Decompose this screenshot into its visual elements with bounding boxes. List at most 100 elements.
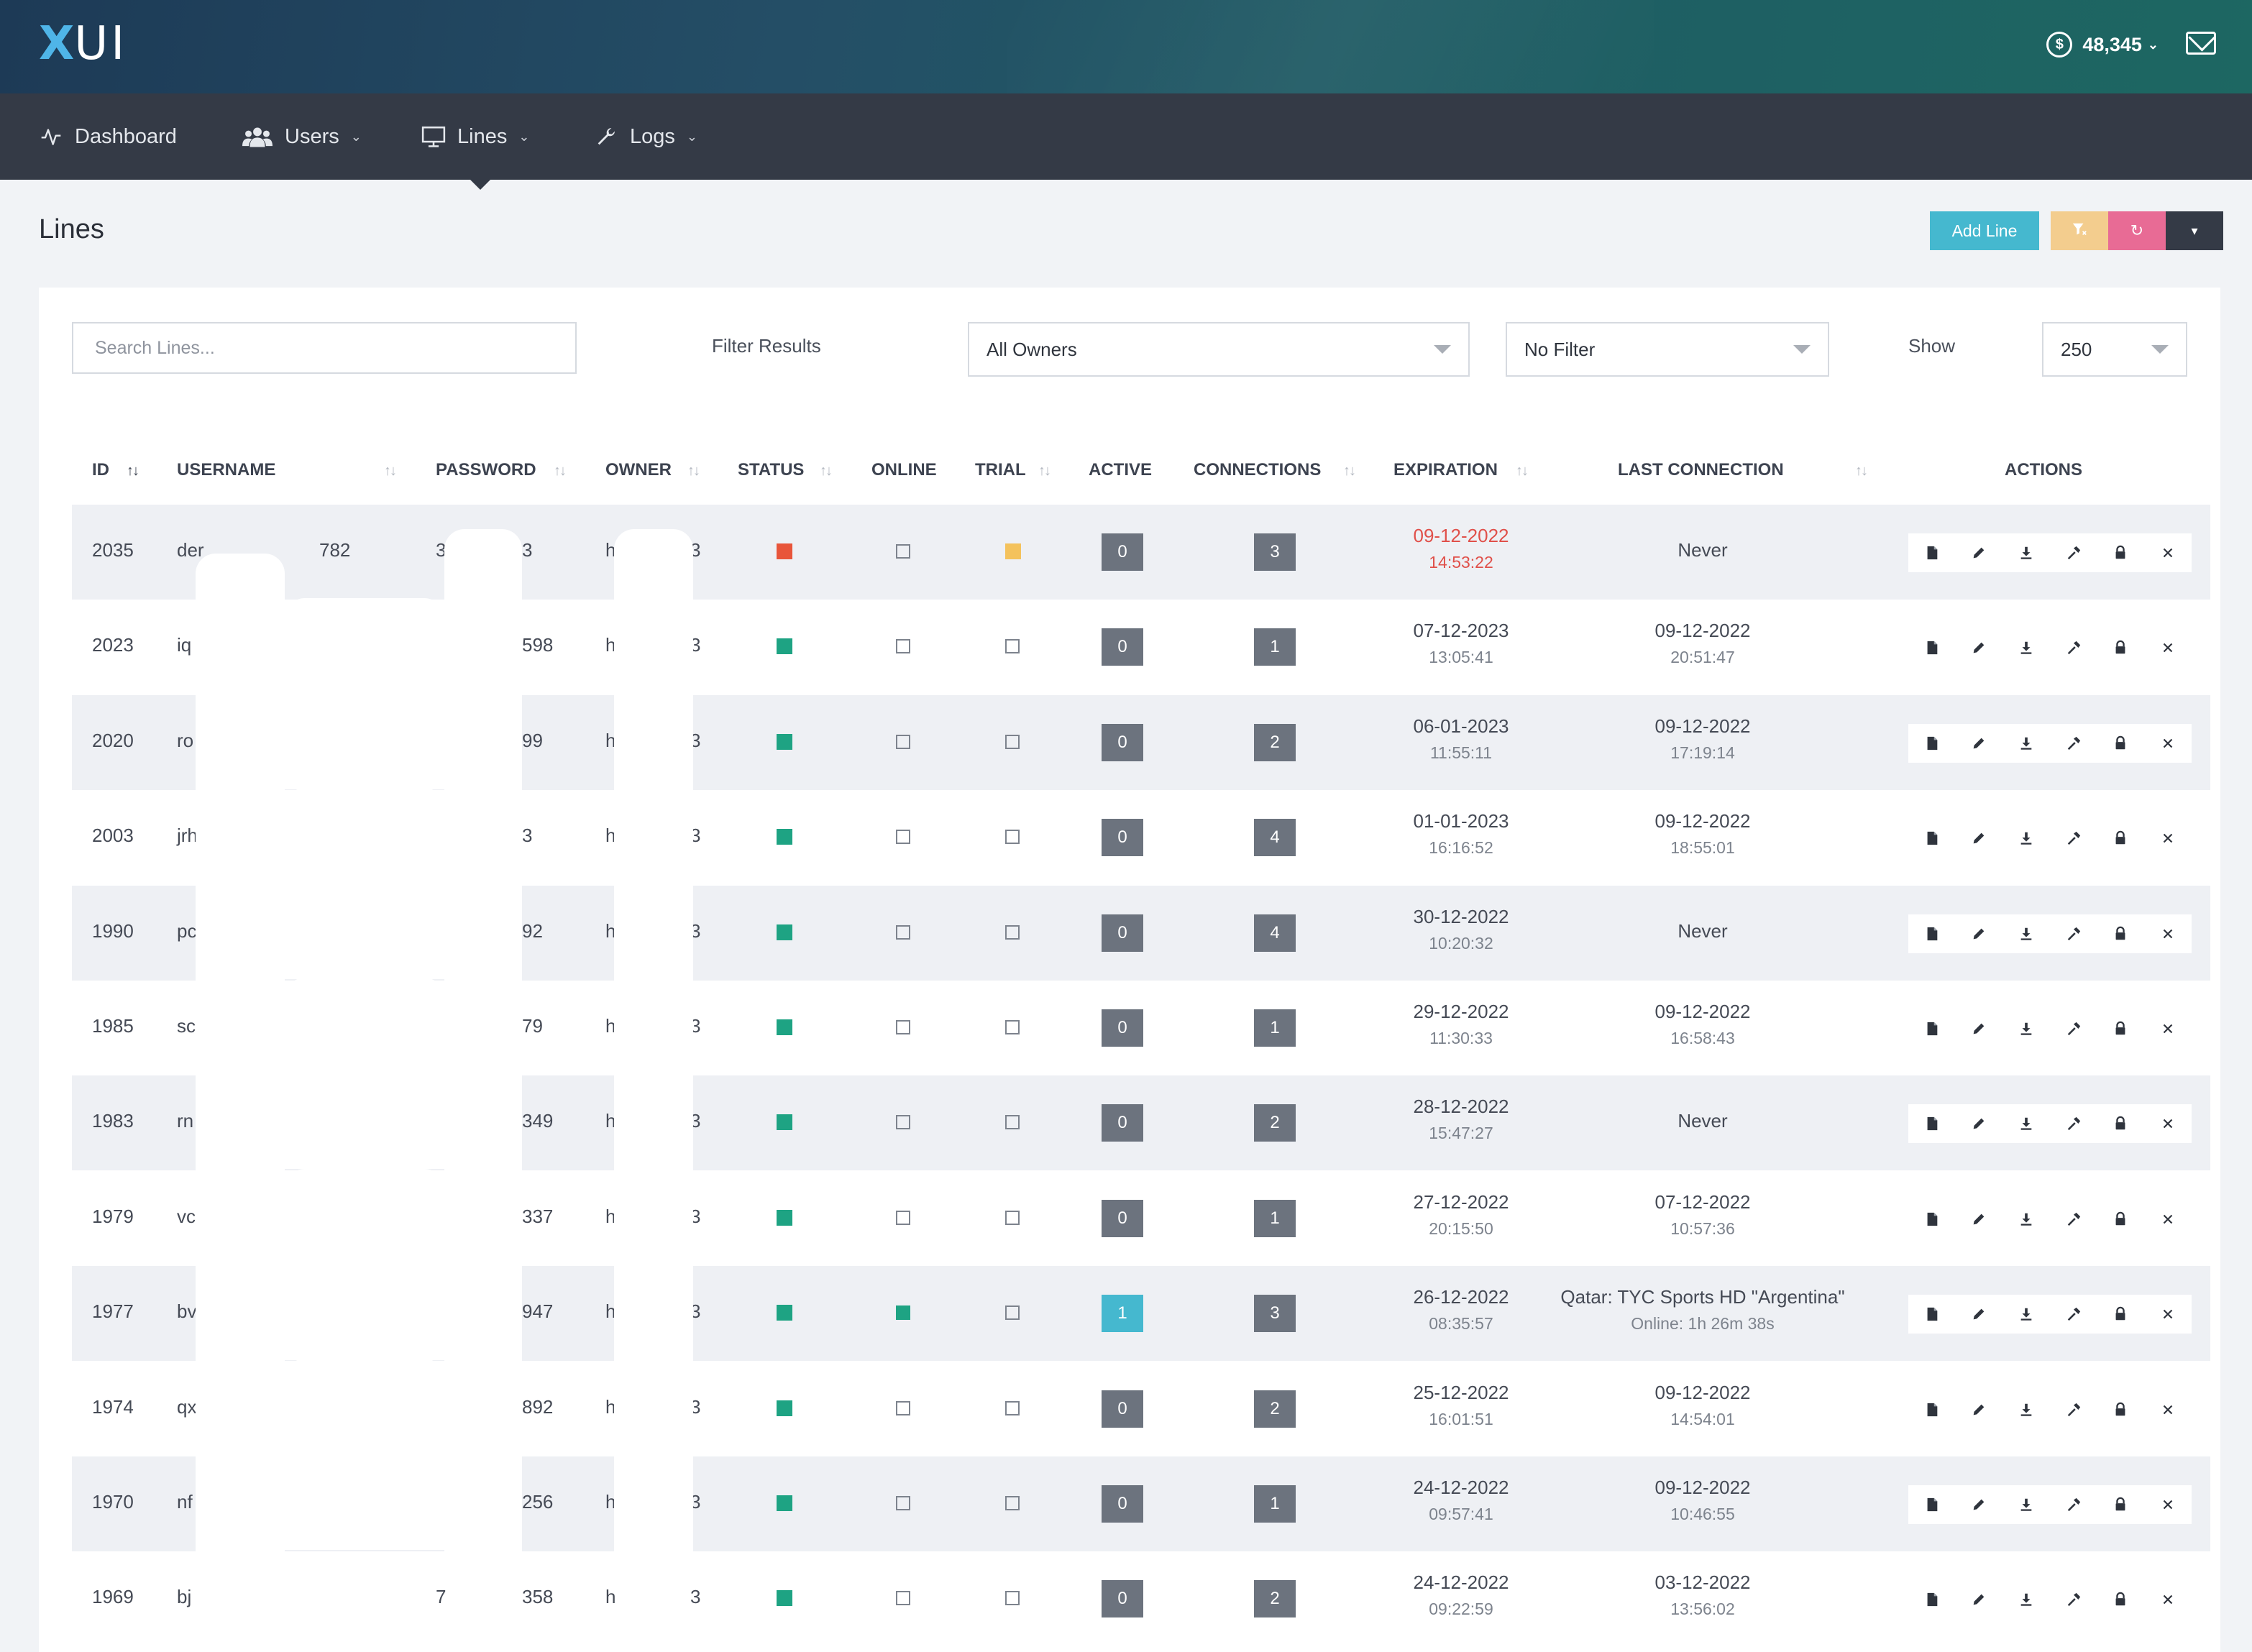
download-button[interactable] [2002,819,2050,858]
download-button[interactable] [2002,914,2050,953]
delete-button[interactable] [2144,724,2192,763]
info-button[interactable] [1908,1390,1956,1429]
lock-button[interactable] [2097,533,2144,572]
delete-button[interactable] [2144,914,2192,953]
hammer-button[interactable] [2050,1580,2097,1619]
lock-button[interactable] [2097,1104,2144,1143]
search-input[interactable] [72,322,577,374]
sort-icon[interactable]: ↑↓ [127,463,139,479]
col-username[interactable]: USERNAME [177,460,276,479]
owner-select[interactable]: All Owners [968,322,1470,377]
edit-button[interactable] [1956,1485,2003,1524]
download-button[interactable] [2002,1580,2050,1619]
download-button[interactable] [2002,533,2050,572]
download-button[interactable] [2002,724,2050,763]
filter-select[interactable]: No Filter [1506,322,1829,377]
delete-button[interactable] [2144,819,2192,858]
add-line-button[interactable]: Add Line [1930,211,2039,250]
edit-button[interactable] [1956,1009,2003,1048]
delete-button[interactable] [2144,1295,2192,1334]
delete-button[interactable] [2144,1580,2192,1619]
nav-dashboard[interactable]: Dashboard [39,93,177,180]
info-button[interactable] [1908,533,1956,572]
lock-button[interactable] [2097,1580,2144,1619]
mail-icon[interactable] [2186,32,2216,55]
edit-button[interactable] [1956,533,2003,572]
edit-button[interactable] [1956,1580,2003,1619]
info-button[interactable] [1908,1485,1956,1524]
info-button[interactable] [1908,724,1956,763]
lock-button[interactable] [2097,724,2144,763]
sort-icon[interactable]: ↑↓ [554,463,567,479]
sort-icon[interactable]: ↑↓ [384,463,397,479]
info-button[interactable] [1908,819,1956,858]
download-button[interactable] [2002,1295,2050,1334]
lock-button[interactable] [2097,1390,2144,1429]
edit-button[interactable] [1956,1390,2003,1429]
table-row[interactable]: 2035 der 782 3 3 h 3 0 3 09-12-2022 14:53:22 Never [72,505,2210,600]
edit-button[interactable] [1956,724,2003,763]
edit-button[interactable] [1956,1200,2003,1239]
nav-lines[interactable]: Lines ⌄ [421,93,529,180]
hammer-button[interactable] [2050,1485,2097,1524]
delete-button[interactable] [2144,1485,2192,1524]
table-row[interactable]: 2023iq2598h30107-12-202313:05:4109-12-20… [72,600,2210,694]
sort-icon[interactable]: ↑↓ [1855,463,1868,479]
delete-button[interactable] [2144,1104,2192,1143]
hammer-button[interactable] [2050,724,2097,763]
hammer-button[interactable] [2050,628,2097,667]
lock-button[interactable] [2097,819,2144,858]
edit-button[interactable] [1956,819,2003,858]
table-row[interactable]: 1969 bj 7 358 h 3 0 2 24-12-2022 09:22:59 03-12-20… [72,1551,2210,1646]
hammer-button[interactable] [2050,914,2097,953]
col-owner[interactable]: OWNER [605,460,672,479]
col-last-connection[interactable]: LAST CONNECTION [1618,460,1784,479]
edit-button[interactable] [1956,914,2003,953]
info-button[interactable] [1908,628,1956,667]
lock-button[interactable] [2097,628,2144,667]
sort-icon[interactable]: ↑↓ [1038,463,1051,479]
delete-button[interactable] [2144,533,2192,572]
download-button[interactable] [2002,628,2050,667]
more-options-button[interactable]: ▾ [2166,211,2223,250]
lock-button[interactable] [2097,1485,2144,1524]
info-button[interactable] [1908,1200,1956,1239]
sort-icon[interactable]: ↑↓ [687,463,700,479]
delete-button[interactable] [2144,1390,2192,1429]
col-password[interactable]: PASSWORD [436,460,536,479]
download-button[interactable] [2002,1200,2050,1239]
nav-users[interactable]: Users ⌄ [242,93,362,180]
info-button[interactable] [1908,1580,1956,1619]
edit-button[interactable] [1956,1104,2003,1143]
page-size-select[interactable]: 250 [2042,322,2187,377]
credits-menu[interactable]: $ 48,345 ⌄ [2046,29,2159,60]
table-row[interactable]: 1985sc679h30129-12-202211:30:3309-12-202… [72,981,2210,1075]
sort-icon[interactable]: ↑↓ [1343,463,1356,479]
hammer-button[interactable] [2050,1295,2097,1334]
edit-button[interactable] [1956,1295,2003,1334]
nav-logs[interactable]: Logs ⌄ [594,93,697,180]
hammer-button[interactable] [2050,1200,2097,1239]
download-button[interactable] [2002,1009,2050,1048]
hammer-button[interactable] [2050,1390,2097,1429]
hammer-button[interactable] [2050,1009,2097,1048]
sort-icon[interactable]: ↑↓ [820,463,833,479]
lock-button[interactable] [2097,1200,2144,1239]
col-trial[interactable]: TRIAL [975,460,1026,479]
col-id[interactable]: ID [92,460,109,479]
table-row[interactable]: 1979vc9337h30127-12-202220:15:5007-12-20… [72,1171,2210,1266]
app-logo[interactable]: X UI [39,17,127,70]
col-status[interactable]: STATUS [738,460,805,479]
table-row[interactable]: 1974qx6892h30225-12-202216:01:5109-12-20… [72,1362,2210,1456]
info-button[interactable] [1908,1009,1956,1048]
edit-button[interactable] [1956,628,2003,667]
delete-button[interactable] [2144,1009,2192,1048]
download-button[interactable] [2002,1390,2050,1429]
download-button[interactable] [2002,1104,2050,1143]
delete-button[interactable] [2144,1200,2192,1239]
hammer-button[interactable] [2050,1104,2097,1143]
col-connections[interactable]: CONNECTIONS [1194,460,1322,479]
lock-button[interactable] [2097,1295,2144,1334]
sort-icon[interactable]: ↑↓ [1516,463,1529,479]
clear-filter-button[interactable] [2051,211,2108,250]
